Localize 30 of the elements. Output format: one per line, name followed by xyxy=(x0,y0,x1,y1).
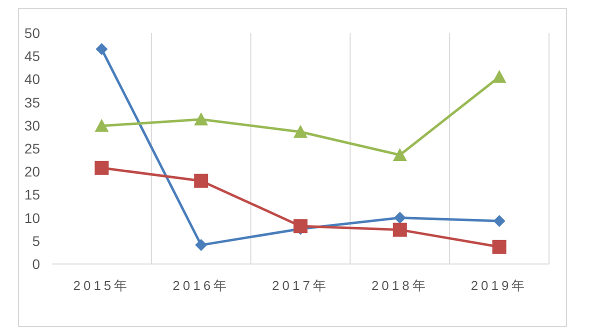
point xyxy=(94,160,109,175)
point xyxy=(194,112,208,126)
y-tick-label: 15 xyxy=(24,186,40,203)
y-tick-label: 30 xyxy=(24,117,40,134)
point xyxy=(392,148,407,161)
point xyxy=(294,219,308,234)
point xyxy=(294,124,308,138)
point xyxy=(194,174,208,188)
y-tick-label: 45 xyxy=(24,48,40,64)
point xyxy=(392,222,407,237)
x-tick-label: 2015年 xyxy=(73,278,130,293)
y-tick-label: 25 xyxy=(24,140,40,156)
x-tick-label: 2019年 xyxy=(470,278,528,293)
x-tick-label: 2017年 xyxy=(272,278,329,293)
y-tick-label: 10 xyxy=(24,210,40,226)
x-tick-label: 2018年 xyxy=(371,278,428,293)
point xyxy=(394,212,406,224)
y-tick-label: 20 xyxy=(24,164,40,180)
y-tick-label: 40 xyxy=(24,71,40,88)
point xyxy=(492,70,506,83)
point xyxy=(94,118,109,132)
point xyxy=(493,215,506,228)
point xyxy=(492,240,506,254)
x-tick-label: 2016年 xyxy=(172,278,230,293)
point xyxy=(195,239,208,252)
point xyxy=(96,43,108,56)
y-tick-label: 50 xyxy=(24,25,40,41)
y-tick-label: 0 xyxy=(32,256,40,272)
y-tick-label: 35 xyxy=(24,94,40,110)
y-tick-label: 5 xyxy=(32,232,40,249)
